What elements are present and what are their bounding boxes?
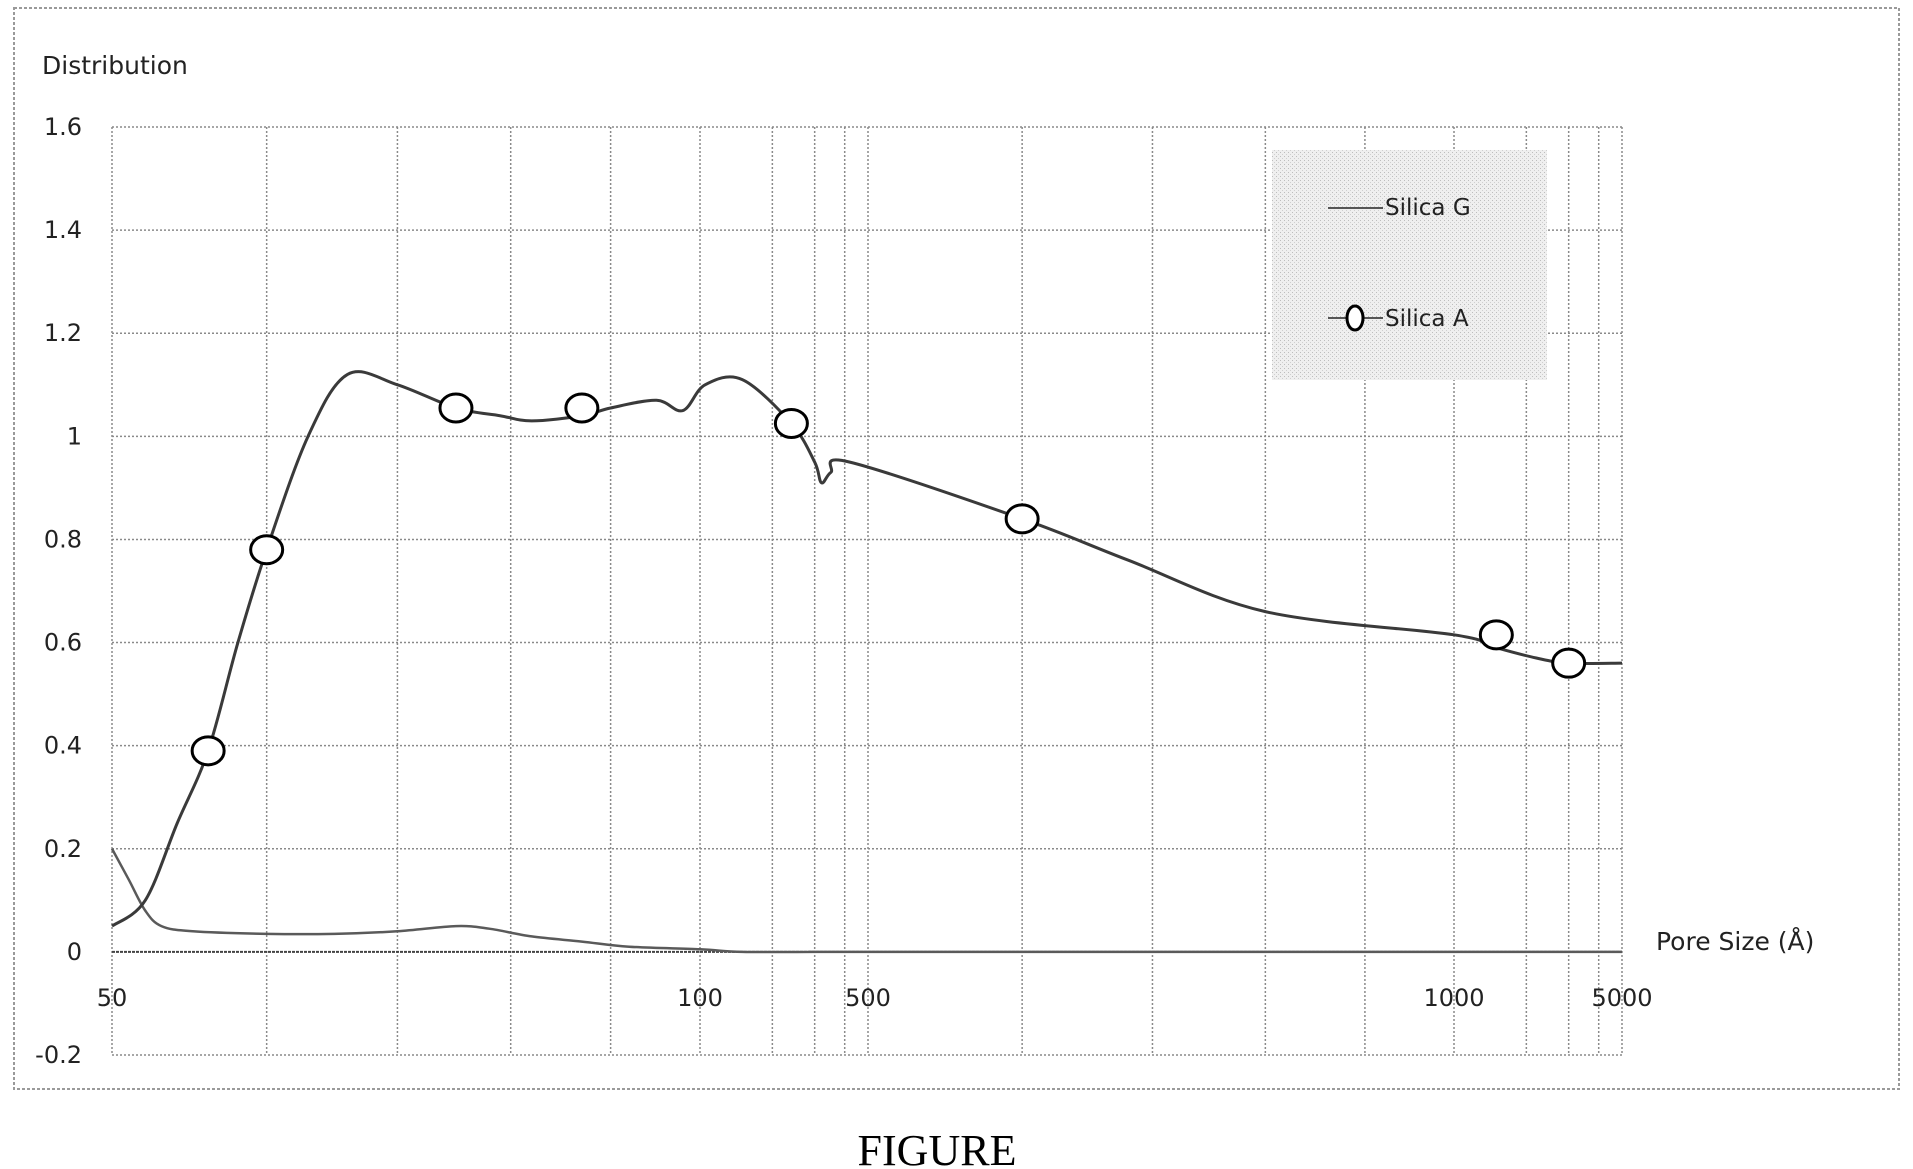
legend-label-silica-g: Silica G [1385, 195, 1471, 221]
legend-label-silica-a: Silica A [1385, 306, 1469, 332]
y-axis-label: Distribution [42, 51, 188, 80]
y-tick-label: 0.8 [44, 525, 82, 553]
y-tick-label: 1 [67, 422, 82, 450]
data-point-silica-a [1480, 621, 1512, 649]
y-tick-label: 0.2 [44, 835, 82, 863]
x-tick-label: 5000 [1591, 984, 1652, 1012]
y-tick-label: 1.2 [44, 319, 82, 347]
y-tick-labels: 1.6 1.4 1.2 1 0.8 0.6 0.4 0.2 0 -0.2 [35, 113, 82, 1069]
x-axis-label: Pore Size (Å) [1656, 927, 1814, 956]
x-tick-label: 100 [677, 984, 723, 1012]
data-point-silica-a [775, 409, 807, 437]
series-line-silica-a [112, 372, 1622, 926]
y-tick-label: -0.2 [35, 1041, 82, 1069]
chart-frame [14, 8, 1899, 1089]
data-point-silica-a [1006, 505, 1038, 533]
y-tick-label: 0 [67, 938, 82, 966]
legend: Silica G Silica A [1272, 150, 1547, 380]
data-point-silica-a [251, 536, 283, 564]
y-tick-label: 0.6 [44, 629, 82, 657]
data-point-silica-a [192, 737, 224, 765]
legend-marker-silica-a [1347, 306, 1363, 330]
data-point-silica-a [1553, 649, 1585, 677]
y-tick-label: 1.6 [44, 113, 82, 141]
data-point-silica-a [566, 394, 598, 422]
x-tick-label: 500 [845, 984, 891, 1012]
figure-caption: FIGURE [858, 1126, 1017, 1169]
x-tick-labels: 50 100 500 1000 5000 [97, 984, 1653, 1012]
legend-box [1272, 150, 1547, 380]
y-tick-label: 1.4 [44, 216, 82, 244]
marker-layer [192, 394, 1585, 765]
data-point-silica-a [440, 394, 472, 422]
series-layer [112, 372, 1622, 952]
series-line-silica-g [112, 849, 1622, 952]
x-tick-label: 50 [97, 984, 128, 1012]
y-tick-label: 0.4 [44, 732, 82, 760]
x-tick-label: 1000 [1423, 984, 1484, 1012]
